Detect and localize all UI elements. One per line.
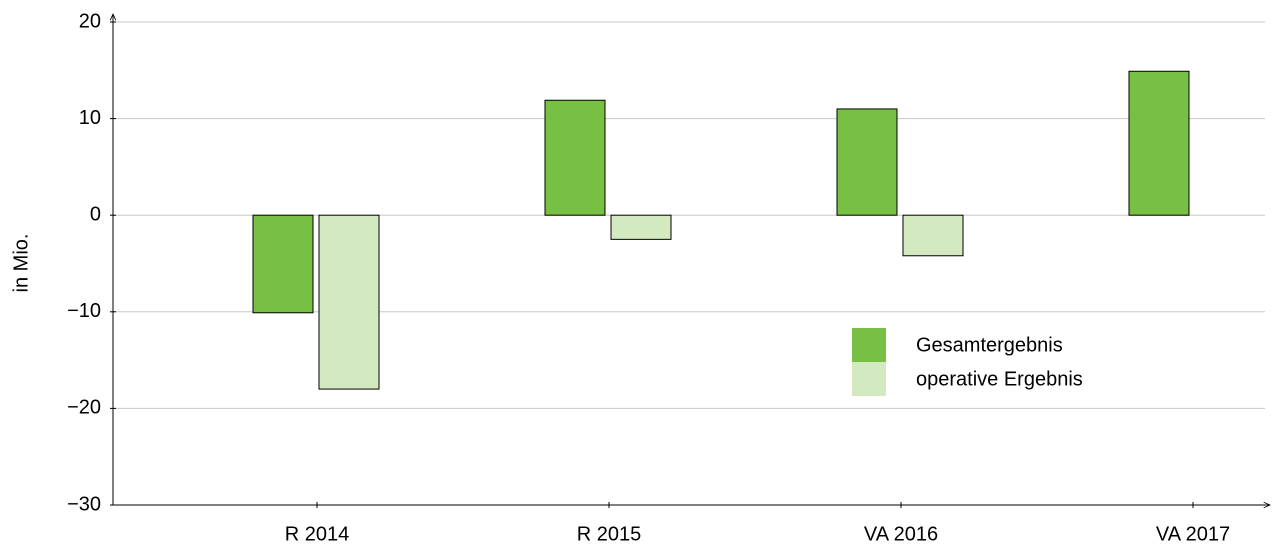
- x-tick-label: VA 2016: [864, 523, 938, 545]
- x-tick-label: R 2015: [577, 523, 642, 545]
- y-tick-label: −10: [67, 300, 101, 322]
- legend-label: Gesamtergebnis: [916, 334, 1063, 356]
- y-tick-label: −20: [67, 397, 101, 419]
- x-tick-label: R 2014: [285, 523, 350, 545]
- bar: [610, 214, 672, 240]
- legend-label: operative Ergebnis: [916, 368, 1083, 390]
- y-tick-label: 0: [90, 203, 101, 225]
- legend-swatch: [852, 362, 886, 396]
- bar: [252, 214, 314, 314]
- y-tick-label: 20: [79, 10, 101, 32]
- x-tick-label: VA 2017: [1156, 523, 1230, 545]
- bar: [318, 214, 380, 390]
- legend-swatch: [852, 328, 886, 362]
- y-tick-label: 10: [79, 107, 101, 129]
- bar: [1128, 70, 1190, 216]
- bar: [544, 99, 606, 216]
- bar: [902, 214, 964, 257]
- y-tick-label: −30: [67, 493, 101, 515]
- y-axis-label: in Mio.: [10, 234, 32, 293]
- bar: [836, 108, 898, 216]
